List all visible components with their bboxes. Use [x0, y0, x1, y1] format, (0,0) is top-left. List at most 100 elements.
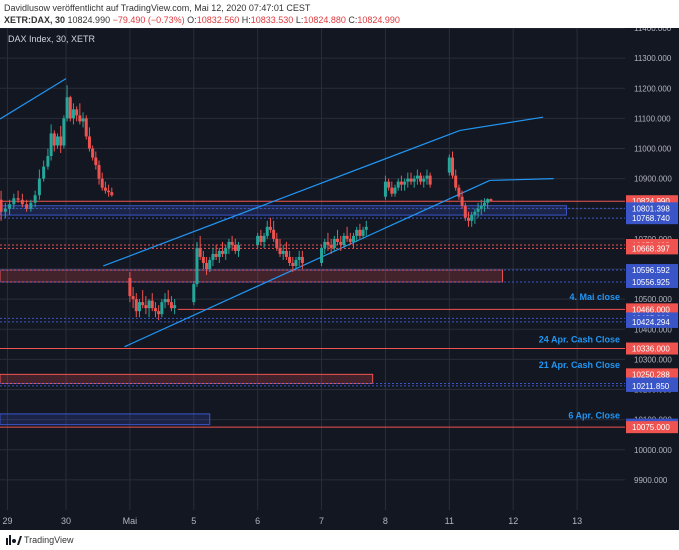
candle-body — [137, 302, 141, 312]
price-label-box — [626, 212, 678, 225]
y-tick-label: 10300.000 — [634, 355, 672, 364]
candle-body — [20, 199, 24, 205]
candle-body — [12, 198, 16, 205]
candle-body — [230, 241, 234, 245]
trend-line — [103, 129, 461, 267]
candle-body — [233, 244, 237, 251]
high-label: H: — [241, 15, 251, 25]
candle-body — [297, 256, 301, 260]
trend-line — [124, 179, 491, 348]
candle-body — [256, 235, 260, 245]
price-label-text: 10211.850 — [632, 382, 670, 391]
levels — [0, 200, 625, 428]
y-tick-label: 10000.000 — [634, 446, 672, 455]
candle-body — [65, 97, 69, 119]
candle-body — [393, 187, 397, 194]
y-tick-label: 9900.000 — [634, 476, 668, 485]
candle-body — [383, 181, 387, 197]
zone-rect — [0, 373, 374, 385]
candle-body — [447, 157, 451, 173]
candle-body — [272, 229, 276, 239]
candle-body — [415, 175, 419, 179]
price-label-box — [626, 275, 678, 288]
candle-body — [25, 204, 29, 209]
candle-body — [265, 226, 269, 236]
candle-body — [275, 238, 279, 248]
x-tick-label: Mai — [123, 516, 138, 526]
x-tick-label: 7 — [319, 516, 324, 526]
candle-body — [224, 247, 228, 254]
price-label-box — [626, 315, 678, 328]
annotations: 4. Mai close 24 Apr. Cash Close 21 Apr. Ca… — [539, 292, 620, 420]
candle-body — [201, 256, 205, 263]
candle-body — [160, 302, 164, 315]
candle-body — [205, 262, 209, 269]
candle-body — [262, 235, 266, 242]
candlestick-chart[interactable]: 4. Mai close 24 Apr. Cash Close 21 Apr. Ca… — [0, 24, 679, 530]
candle-body — [78, 115, 82, 122]
candle-body — [451, 157, 455, 176]
candle-body — [173, 305, 177, 309]
candle-body — [336, 238, 340, 242]
candle-body — [479, 205, 483, 209]
candle-body — [134, 299, 138, 312]
candle-body — [87, 136, 91, 149]
price-label-text: 10824.990 — [632, 197, 670, 206]
close-label: C: — [348, 15, 358, 25]
candle-body — [195, 247, 199, 285]
candle-body — [91, 148, 95, 158]
candle-body — [147, 300, 151, 309]
candle-body — [157, 311, 161, 315]
y-tick-label: 11200.000 — [634, 84, 672, 93]
candle-body — [339, 241, 343, 245]
candle-body — [473, 211, 477, 215]
brand-name: TradingView — [24, 535, 74, 545]
candle-body — [463, 205, 467, 218]
candle-body — [396, 181, 400, 188]
candle-body — [300, 256, 304, 263]
x-tick-label: 30 — [61, 516, 71, 526]
candle-body — [217, 250, 221, 257]
candle-body — [71, 109, 75, 119]
candle-body — [131, 296, 135, 300]
candle-body — [52, 133, 56, 146]
candle-body — [288, 256, 292, 263]
y-tick-label: 11400.000 — [634, 28, 672, 33]
annotation-label: 4. Mai close — [569, 292, 620, 302]
candle-body — [460, 196, 464, 206]
candle-body — [364, 226, 368, 230]
candle-body — [46, 156, 50, 167]
candle-body — [320, 247, 324, 263]
candle-body — [466, 217, 470, 221]
price-label-text: 10250.288 — [632, 370, 670, 379]
close-value: 10824.990 — [357, 15, 400, 25]
candle-body — [163, 299, 167, 303]
time-axis[interactable]: 29 30 Mai 5 6 7 8 11 12 13 — [2, 516, 582, 526]
candle-body — [97, 165, 101, 179]
last-price: 10824.990 — [67, 15, 111, 25]
x-tick-label: 11 — [445, 516, 454, 526]
candle-body — [208, 259, 212, 269]
published-text: veröffentlicht auf TradingView.com, Mai … — [52, 3, 311, 13]
candle-body — [406, 178, 410, 182]
header-bar: Davidlusow veröffentlicht auf TradingVie… — [0, 0, 679, 28]
price-label-text: 10336.000 — [632, 345, 670, 354]
candle-body — [0, 199, 3, 212]
chart-area[interactable]: 4. Mai close 24 Apr. Cash Close 21 Apr. Ca… — [0, 24, 679, 530]
candle-body — [8, 204, 12, 209]
zone-rect — [0, 413, 211, 426]
candle-body — [107, 190, 111, 193]
time-axis-background — [0, 510, 625, 530]
candle-body — [214, 253, 218, 257]
publisher-name[interactable]: Davidlusow — [4, 3, 51, 13]
candle-body — [470, 214, 474, 221]
candle-body — [59, 136, 63, 146]
candle-body — [457, 187, 461, 197]
zone-rect — [0, 205, 567, 216]
x-tick-label: 8 — [383, 516, 388, 526]
candle-body — [227, 241, 231, 248]
price-label-box — [626, 202, 678, 215]
price-label-box — [626, 379, 678, 392]
candle-body — [237, 244, 241, 251]
candle-body — [358, 229, 362, 236]
